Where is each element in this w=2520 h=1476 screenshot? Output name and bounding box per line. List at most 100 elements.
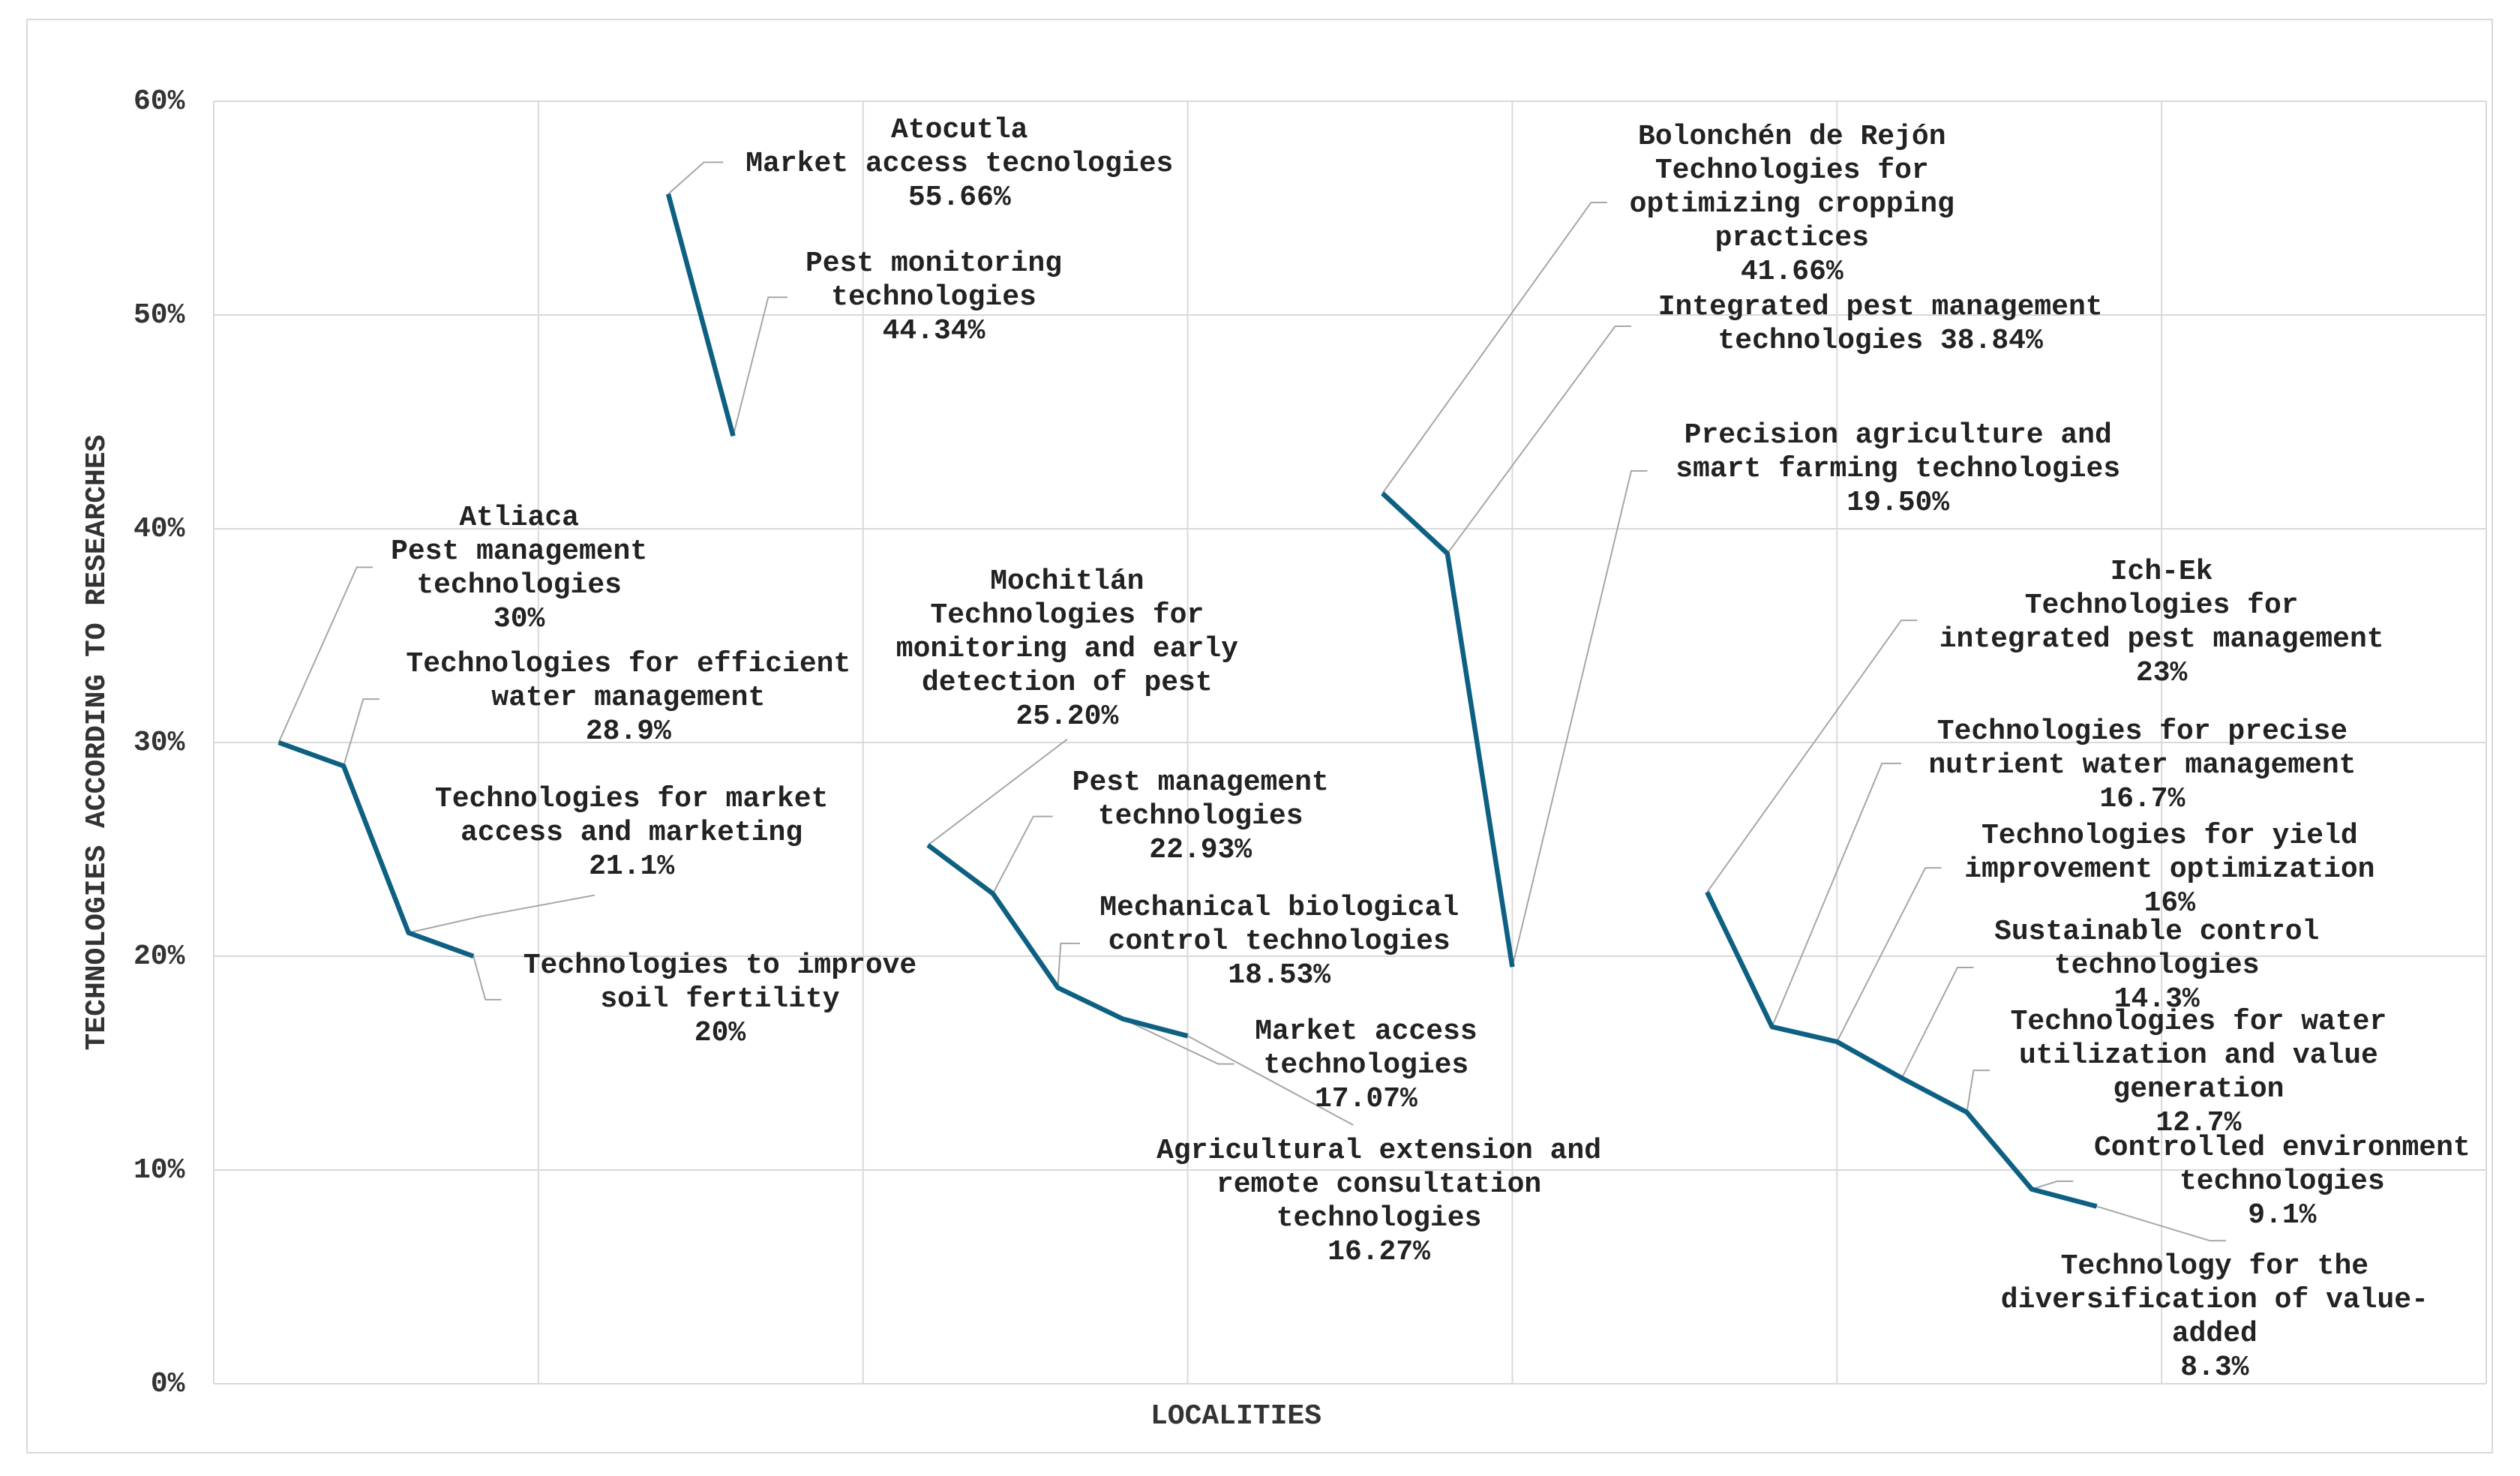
locality-name: Atliaca xyxy=(459,501,579,534)
locality-name: Atocutla xyxy=(891,114,1028,147)
label-text: Pest monitoring technologies xyxy=(805,247,1063,314)
line xyxy=(1705,891,2098,1209)
label-text: Agricultural extension and remote consul… xyxy=(1156,1134,1602,1234)
line xyxy=(1381,491,1515,968)
leader-line xyxy=(927,738,1068,846)
data-label: Pest monitoring technologies 44.34% xyxy=(797,247,1071,348)
value-label: 9.1% xyxy=(2248,1198,2317,1232)
leader-line xyxy=(732,296,788,436)
leader-line xyxy=(1900,967,1974,1078)
y-tick-label: 10% xyxy=(134,1154,185,1186)
value-label: 16% xyxy=(2144,886,2196,920)
value-label: 16.27% xyxy=(1328,1235,1430,1268)
value-label: 18.53% xyxy=(1228,959,1331,992)
leader-line xyxy=(2096,1205,2226,1242)
leader-line xyxy=(1771,762,1901,1028)
value-label: 44.34% xyxy=(882,314,986,347)
leader-line xyxy=(992,815,1053,894)
leader-line xyxy=(1187,1035,1354,1126)
line xyxy=(926,843,1189,1039)
y-tick-label: 60% xyxy=(134,86,185,118)
leader-line xyxy=(278,566,374,743)
label-text: Mechanical biological control technologi… xyxy=(1100,892,1460,958)
value-label: 20% xyxy=(694,1017,746,1050)
label-text: Technologies for yield improvement optim… xyxy=(1964,819,2375,886)
label-text: Technologies for precise nutrient water … xyxy=(1928,715,2356,782)
value-label: 12.7% xyxy=(2156,1107,2242,1140)
label-text: Sustainable control technologies xyxy=(1994,916,2320,982)
label-text: Pest management technologies xyxy=(1072,766,1329,833)
y-tick-label: 20% xyxy=(134,940,185,973)
data-label: Atocutla Market access tecnologies 55.66% xyxy=(737,113,1182,214)
label-text: Technologies for water utilization and v… xyxy=(2010,1006,2387,1106)
data-label: Technologies for efficient water managem… xyxy=(398,647,860,748)
label-text: Market access tecnologies xyxy=(746,148,1174,181)
data-label: Bolonchén de Rejón Technologies for optim… xyxy=(1621,120,1963,289)
leader-line xyxy=(1057,942,1080,988)
line xyxy=(665,193,736,437)
value-label: 8.3% xyxy=(2180,1352,2249,1384)
data-label: Technologies for market access and marke… xyxy=(427,782,837,884)
value-label: 16.7% xyxy=(2099,782,2186,815)
data-label: Technologies for precise nutrient water … xyxy=(1920,715,2365,816)
label-text: Technologies to improve soil fertility xyxy=(523,950,917,1016)
label-text: Technologies for optimizing cropping pra… xyxy=(1629,154,1954,254)
data-label: Technology for the diversification of va… xyxy=(2001,1250,2428,1384)
y-tick-label: 40% xyxy=(134,513,185,545)
data-label: Sustainable control technologies 14.3% xyxy=(1986,915,2328,1016)
label-text: Market access technologies xyxy=(1255,1016,1478,1082)
data-label: Mochitlán Technologies for monitoring and… xyxy=(887,565,1246,734)
data-label: Market access technologies 17.07% xyxy=(1246,1015,1486,1116)
x-axis-title: LOCALITIES xyxy=(1150,1400,1322,1432)
locality-name: Bolonchén de Rejón xyxy=(1638,120,1946,153)
y-tick-label: 50% xyxy=(134,299,185,332)
leader-line xyxy=(2031,1180,2074,1190)
line xyxy=(278,740,475,959)
y-tick-label: 30% xyxy=(134,727,185,759)
leader-line xyxy=(1511,470,1648,968)
value-label: 21.1% xyxy=(589,850,675,883)
leader-line xyxy=(343,698,380,766)
data-label: Technologies to improve soil fertility 20… xyxy=(514,949,925,1050)
leader-line xyxy=(408,894,596,934)
y-axis-title: TECHNOLOGIES ACCORDING TO RESEARCHES xyxy=(81,435,113,1051)
value-label: 19.50% xyxy=(1846,487,1950,520)
data-label: Ich-Ek Technologies for integrated pest m… xyxy=(1940,555,2384,690)
data-label: Technologies for water utilization and v… xyxy=(2002,1005,2395,1140)
data-label: Technologies for yield improvement optim… xyxy=(1956,819,2384,920)
value-label: 14.3% xyxy=(2114,983,2200,1016)
label-text: Technologies for monitoring and early de… xyxy=(896,599,1238,700)
data-label: Atliaca Pest management technologies 30% xyxy=(348,501,690,636)
value-label: 28.9% xyxy=(585,715,671,748)
label-text: Integrated pest management technologies xyxy=(1658,290,2103,357)
data-label: Precision agriculture and smart farming … xyxy=(1667,418,2129,520)
label-text: Technology for the diversification of va… xyxy=(2000,1250,2428,1351)
chart-border xyxy=(26,19,2493,1454)
leader-line xyxy=(1836,867,1942,1042)
label-text: Pest management technologies xyxy=(391,535,648,602)
leader-line xyxy=(1706,620,1918,893)
value-label: 55.66% xyxy=(908,182,1011,214)
leader-line xyxy=(668,161,724,195)
value-label: 25.20% xyxy=(1016,700,1119,734)
locality-name: Ich-Ek xyxy=(2110,556,2213,589)
data-label: Integrated pest management technologies … xyxy=(1649,290,2111,358)
value-label: 23% xyxy=(2135,657,2188,690)
leader-line xyxy=(1966,1070,1990,1113)
locality-name: Mochitlán xyxy=(990,566,1144,598)
leader-line xyxy=(1122,1018,1234,1065)
data-label: Agricultural extension and remote consul… xyxy=(1148,1134,1610,1269)
label-text: Precision agriculture and smart farming … xyxy=(1676,419,2121,486)
data-label: Pest management technologies 22.93% xyxy=(1064,766,1337,867)
leader-line xyxy=(1447,326,1631,554)
value-label: 41.66% xyxy=(1740,255,1844,288)
value-label: 22.93% xyxy=(1149,834,1252,867)
label-text: Technologies for efficient water managem… xyxy=(406,647,851,714)
label-text: Technologies for integrated pest managem… xyxy=(1939,590,2384,656)
y-tick-label: 0% xyxy=(151,1368,185,1400)
value-label: 17.07% xyxy=(1315,1083,1418,1116)
label-text: Controlled environment technologies xyxy=(2093,1131,2470,1198)
value-label: 38.84% xyxy=(1940,324,2043,357)
leader-line xyxy=(472,956,502,1000)
